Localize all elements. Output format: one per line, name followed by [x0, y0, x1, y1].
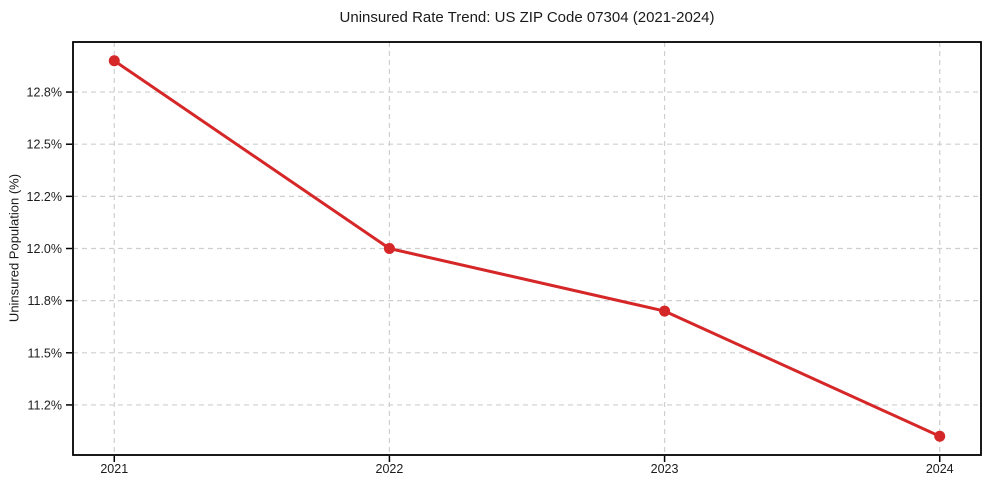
y-tick-label: 11.8%: [27, 294, 62, 308]
y-axis-label: Uninsured Population (%): [6, 173, 22, 323]
trend-line: [112, 59, 942, 438]
data-point-2023: [659, 305, 671, 317]
y-tick-label: 12.0%: [27, 242, 62, 256]
chart-title: Uninsured Rate Trend: US ZIP Code 07304 …: [339, 9, 715, 26]
x-tick-label: 2021: [100, 462, 128, 476]
x-tick-label: 2022: [376, 462, 404, 476]
y-tick-label: 11.5%: [27, 346, 62, 360]
x-tick-label: 2023: [651, 462, 679, 476]
data-point-2022: [383, 243, 395, 254]
data-point-2021: [108, 55, 120, 67]
data-point-2024: [934, 430, 946, 442]
y-tick-label: 11.2%: [27, 398, 62, 412]
x-tick-label: 2024: [926, 462, 954, 476]
y-tick-label: 12.2%: [27, 190, 62, 204]
axes-frame: [72, 41, 982, 456]
y-tick-label: 12.5%: [27, 138, 62, 152]
y-tick-label: 12.8%: [27, 86, 62, 100]
